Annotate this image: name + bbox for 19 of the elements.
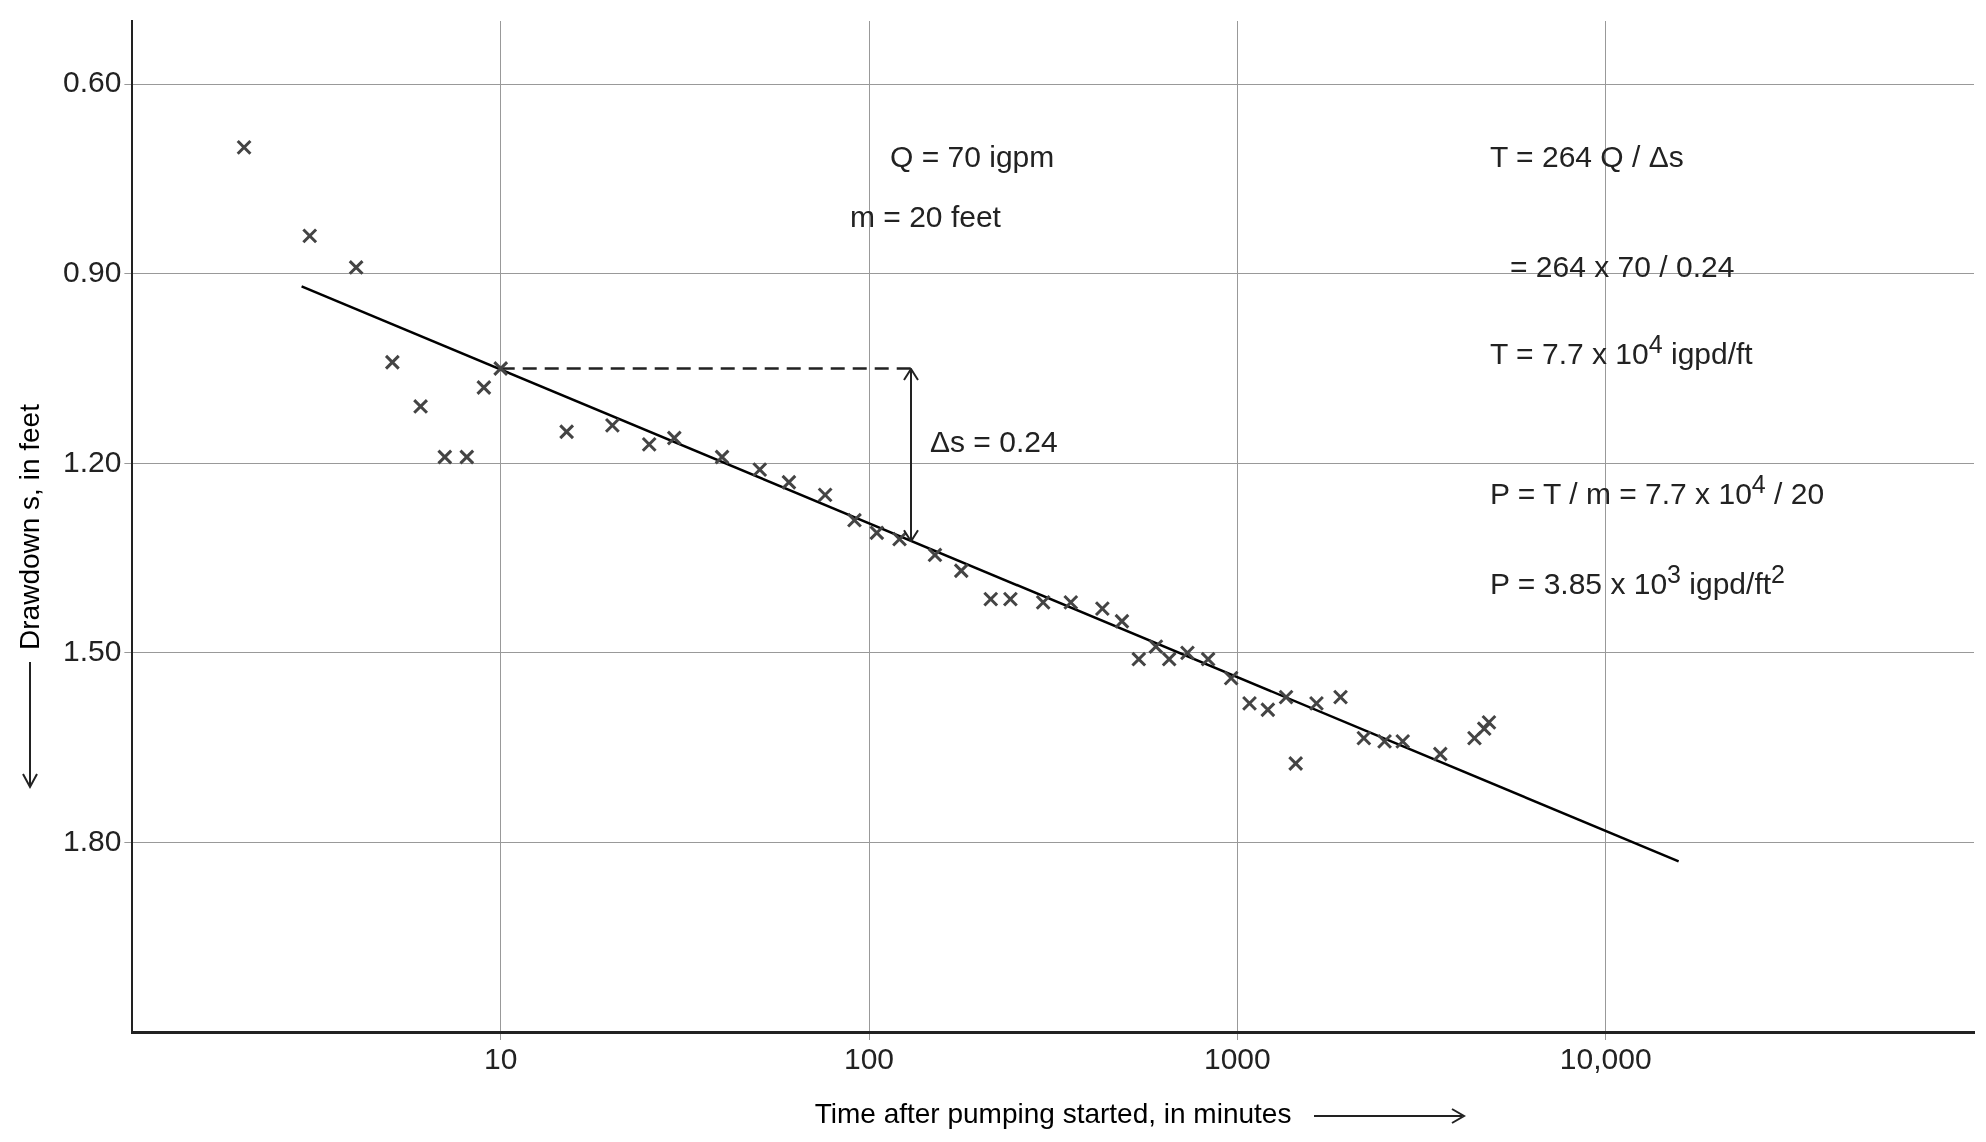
x-tick-label: 10 [484,1042,518,1076]
x-axis-title: Time after pumping started, in minutes [814,1098,1292,1130]
annotation: m = 20 feet [850,200,1001,234]
x-tick-label: 1000 [1203,1042,1271,1076]
y-tick-label: 0.90 [63,255,122,289]
y-tick-label: 0.60 [63,65,122,99]
x-tick-label: 100 [844,1042,895,1076]
x-tick-label: 10,000 [1559,1042,1652,1076]
annotation: T = 264 Q / Δs [1490,140,1684,174]
annotation: = 264 x 70 / 0.24 [1510,250,1735,284]
annotation: Q = 70 igpm [890,140,1055,174]
annotation: T = 7.7 x 10$^{4}$ igpd/ft [1490,330,1753,371]
y-tick-label: 1.20 [63,444,122,478]
y-tick-label: 1.50 [63,634,122,668]
y-axis-title: Drawdown s, in feet [13,403,46,650]
annotation: P = T / m = 7.7 x 10$^{4}$ / 20 [1490,470,1825,511]
y-tick-label: 1.80 [63,823,122,857]
annotation: Δs = 0.24 [930,425,1058,459]
annotation: P = 3.85 x 10$^{3}$ igpd/ft$^{2}$ [1490,560,1785,601]
